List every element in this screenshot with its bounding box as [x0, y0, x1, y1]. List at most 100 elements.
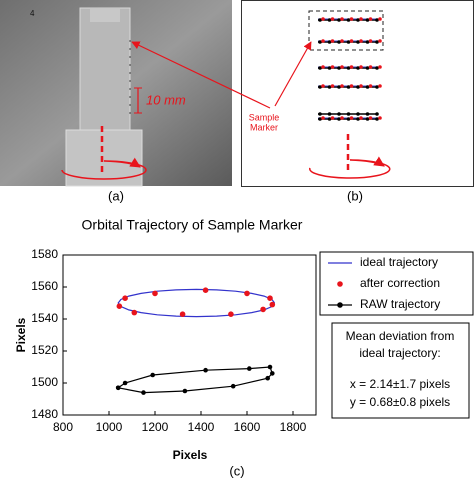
row-dot [318, 66, 322, 70]
row-dot [375, 117, 379, 121]
series-point [203, 367, 208, 373]
series-point [270, 371, 275, 376]
row-dot [346, 66, 351, 70]
panel-b: Sample Marker (b) [131, 0, 474, 203]
row-dot [378, 65, 382, 69]
row-dot [359, 39, 363, 43]
row-dot [349, 17, 354, 21]
row-dot [327, 66, 332, 70]
x-tick-label: 800 [53, 420, 73, 434]
row-dot [346, 117, 351, 121]
row-dot [368, 65, 373, 69]
series-point [267, 364, 273, 370]
row-dot [321, 84, 325, 88]
row-dot [321, 39, 325, 43]
row-dot [321, 17, 325, 21]
row-dot [327, 117, 332, 121]
row-dot [349, 65, 354, 69]
row-dot [337, 85, 341, 89]
row-dot [365, 85, 370, 89]
row-dot [365, 40, 370, 44]
row-dot [375, 112, 379, 116]
row-dot [327, 112, 332, 116]
marker-label: Marker [250, 122, 278, 132]
series-point [115, 385, 121, 391]
panel-a: 4 10 mm (a) [0, 0, 232, 203]
row-dot [327, 40, 332, 44]
y-tick-label: 1560 [31, 279, 58, 293]
series-point [260, 306, 266, 313]
series-point [244, 290, 250, 297]
y-tick-label: 1520 [31, 343, 58, 357]
annotation-frame [331, 322, 470, 419]
row-dot [318, 112, 322, 116]
row-dot [330, 17, 335, 21]
row-dot [337, 40, 341, 44]
row-dot [356, 117, 360, 121]
row-dot [375, 18, 379, 22]
row-dot [327, 18, 332, 22]
row-dot [365, 117, 370, 121]
y-tick-label: 1480 [31, 407, 58, 421]
row-dot [365, 66, 370, 70]
row-dot [318, 85, 322, 89]
pointer-arrow [131, 41, 271, 109]
x-tick-label: 1000 [96, 420, 123, 434]
row-dot [365, 18, 370, 22]
series-point [230, 383, 236, 389]
x-tick-label: 1600 [234, 420, 261, 434]
row-dot [368, 84, 373, 88]
row-dot [318, 40, 322, 44]
row-dot [337, 18, 341, 22]
row-dot [356, 112, 360, 116]
row-dot [359, 116, 363, 120]
series-line [117, 288, 276, 318]
row-dot [368, 17, 373, 21]
zoom-box [308, 10, 384, 51]
x-tick-label: 1200 [142, 420, 169, 434]
row-dot [356, 18, 360, 22]
row-dot [349, 39, 354, 43]
row-dot [346, 18, 351, 22]
legend-point [337, 302, 343, 308]
series-point [150, 372, 155, 378]
row-dot [359, 17, 363, 21]
panel-label: (a) [108, 188, 124, 203]
y-tick-label: 1580 [31, 247, 58, 261]
panel-label: (c) [229, 463, 244, 478]
row-dot [318, 117, 322, 121]
vial-neck [90, 8, 120, 22]
row-dot [375, 85, 379, 89]
row-dot [340, 39, 344, 43]
panel-frame [241, 0, 474, 187]
x-tick-label: 1800 [280, 420, 307, 434]
series-point [265, 375, 271, 381]
annotation-text: x = 2.14±1.7 pixels [350, 377, 450, 391]
series-point [116, 303, 123, 310]
row-dot [346, 40, 351, 44]
row-dot [337, 66, 341, 70]
rotation-arrow [61, 161, 146, 180]
row-dot [346, 112, 351, 116]
row-dot [349, 84, 354, 88]
series-point [228, 311, 234, 318]
series-point [269, 301, 276, 308]
vial [79, 7, 131, 141]
row-dot [356, 66, 360, 70]
row-dot [346, 85, 351, 89]
x-axis-label: Pixels [173, 448, 208, 462]
row-dot [321, 116, 325, 120]
series-point [141, 390, 146, 395]
row-dot [375, 66, 379, 70]
legend-label: ideal trajectory [360, 255, 438, 269]
row-dot [356, 40, 360, 44]
row-dot [327, 85, 332, 89]
legend-point [337, 281, 343, 287]
row-dot [330, 84, 335, 88]
row-dot [318, 18, 322, 22]
panel-label: (b) [347, 188, 363, 203]
legend-label: after correction [360, 276, 440, 290]
y-tick-label: 1540 [31, 311, 58, 325]
row-dot [337, 117, 341, 121]
